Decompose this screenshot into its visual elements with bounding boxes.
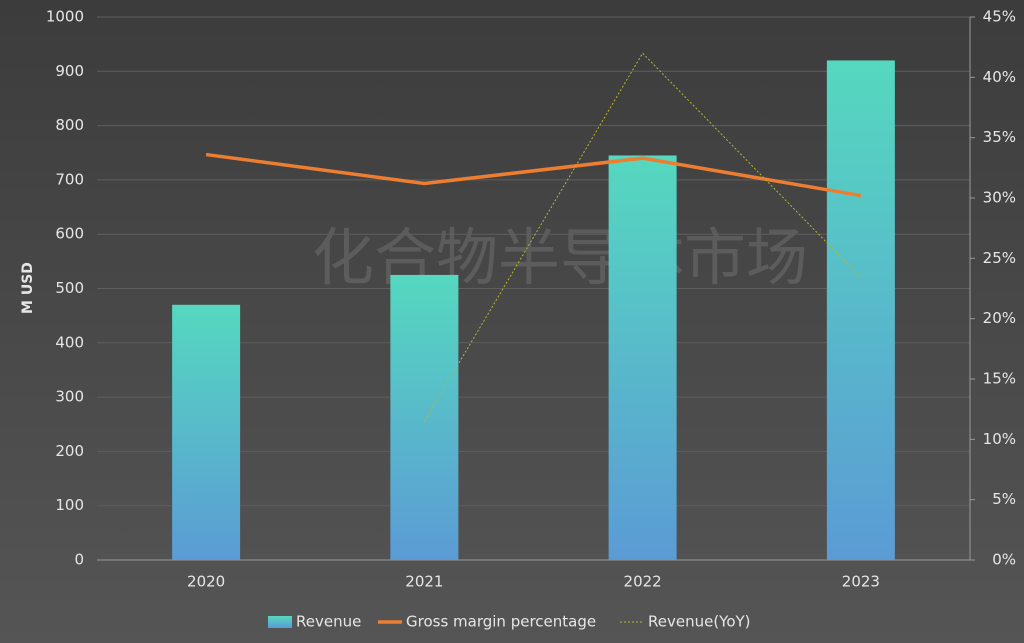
y2-tick-label: 5% (992, 490, 1016, 508)
bar (608, 155, 677, 560)
y2-tick-label: 40% (983, 68, 1016, 86)
legend-label: Gross margin percentage (406, 613, 596, 631)
line-series (205, 152, 862, 198)
y2-tick-label: 20% (983, 309, 1016, 327)
y2-tick-label: 10% (983, 430, 1016, 448)
y-tick-label: 200 (55, 442, 84, 460)
bar (172, 304, 241, 560)
y-tick-label: 1000 (46, 8, 84, 26)
y-tick-label: 700 (55, 170, 84, 188)
watermark: 化合物半导体市场 (312, 221, 808, 294)
y-tick-label: 500 (55, 279, 84, 297)
y2-tick-label: 30% (983, 189, 1016, 207)
y-tick-label: 900 (55, 62, 84, 80)
y2-tick-label: 45% (983, 8, 1016, 26)
bar (390, 274, 459, 560)
x-tick-label: 2022 (624, 573, 662, 591)
y2-tick-label: 25% (983, 249, 1016, 267)
line-series (423, 52, 862, 422)
y2-tick-label: 0% (992, 551, 1016, 569)
y2-tick-label: 35% (983, 128, 1016, 146)
y-axis-label: M USD (20, 262, 36, 314)
x-tick-label: 2023 (842, 573, 880, 591)
y-tick-label: 100 (55, 496, 84, 514)
bar (826, 60, 895, 560)
legend-label: Revenue(YoY) (648, 613, 751, 631)
x-tick-label: 2021 (405, 573, 443, 591)
y-tick-label: 400 (55, 333, 84, 351)
y-tick-label: 0 (74, 551, 84, 569)
legend-label: Revenue (296, 613, 361, 631)
legend-swatch (268, 616, 292, 628)
y-tick-label: 300 (55, 388, 84, 406)
y2-tick-label: 15% (983, 370, 1016, 388)
x-tick-label: 2020 (187, 573, 225, 591)
y-tick-label: 800 (55, 116, 84, 134)
y-tick-label: 600 (55, 225, 84, 243)
